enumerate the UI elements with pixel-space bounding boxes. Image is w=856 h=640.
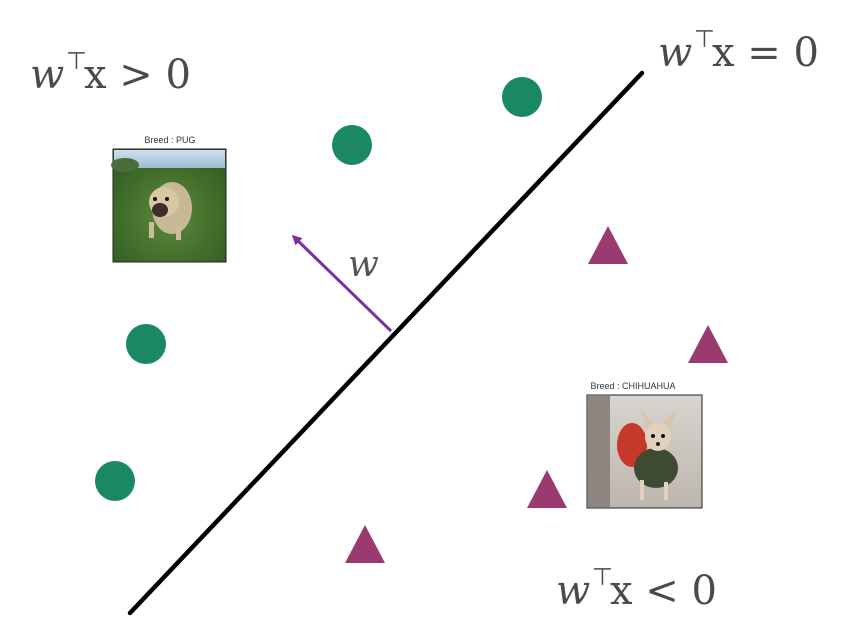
- positive-sup: ⊤: [66, 47, 87, 75]
- positive-class-point: [126, 324, 166, 364]
- negative-rhs: x < 0: [610, 568, 717, 614]
- positive-region-equation: w ⊤ x > 0: [30, 47, 191, 98]
- decision-boundary-line: [127, 70, 645, 616]
- negative-region-equation: w ⊤ x < 0: [556, 563, 717, 614]
- boundary-equation: w ⊤ x = 0: [658, 25, 819, 76]
- chihuahua-image: Breed : CHIHUAHUA: [586, 381, 703, 509]
- negative-class-point: [588, 226, 628, 264]
- positive-class-point: [332, 125, 372, 165]
- negative-class-point: [688, 325, 728, 363]
- weight-vector-arrow: [291, 234, 393, 333]
- weight-vector-label: w: [348, 244, 379, 285]
- boundary-sup: ⊤: [694, 25, 715, 53]
- boundary-rhs: x = 0: [712, 30, 819, 76]
- chihuahua-caption: Breed : CHIHUAHUA: [590, 381, 675, 391]
- negative-lhs: w: [556, 568, 590, 614]
- pug-image: Breed : PUG: [111, 135, 227, 263]
- positive-class-point: [502, 77, 542, 117]
- boundary-lhs: w: [658, 30, 692, 76]
- negative-sup: ⊤: [592, 563, 613, 591]
- positive-lhs: w: [30, 52, 64, 98]
- positive-class-point: [95, 461, 135, 501]
- negative-class-point: [527, 470, 567, 508]
- pug-caption: Breed : PUG: [144, 135, 195, 145]
- positive-rhs: x > 0: [84, 52, 191, 98]
- negative-class-point: [345, 525, 385, 563]
